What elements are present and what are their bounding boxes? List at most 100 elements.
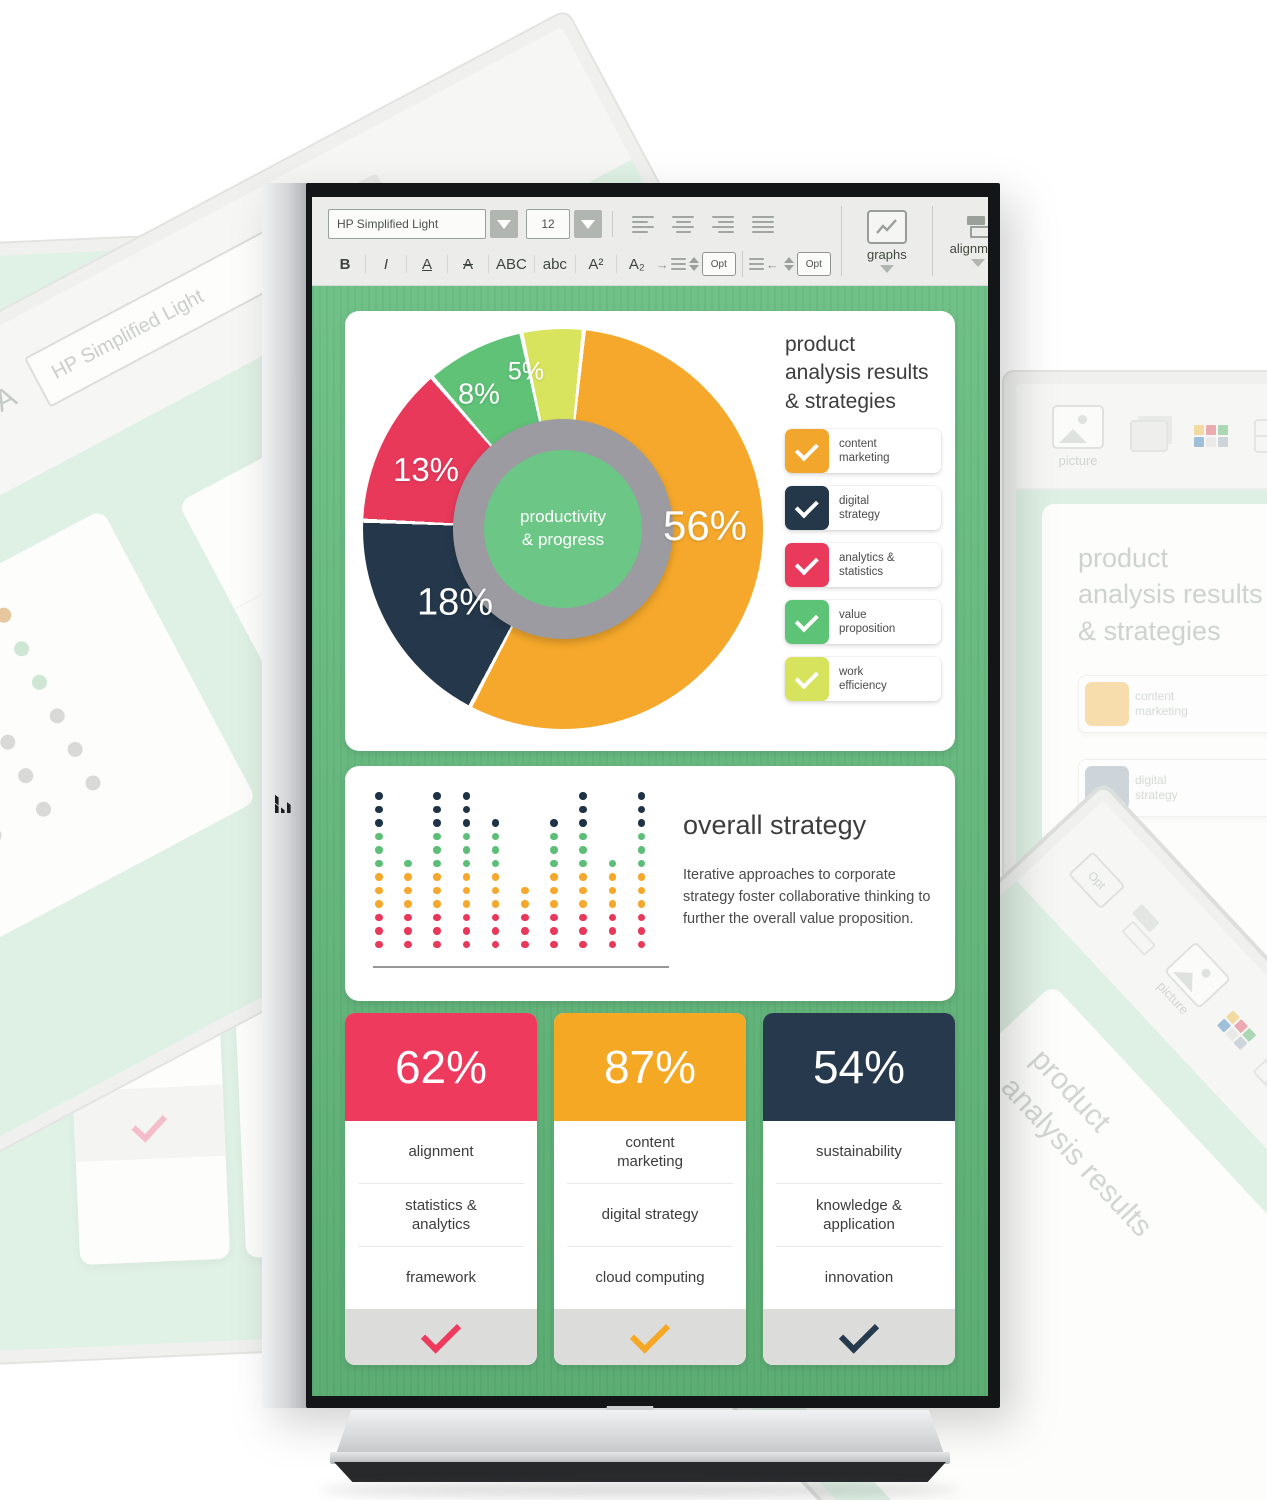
stat-percentage: 87% (554, 1013, 746, 1121)
chart-legend: product analysis results & strategies co… (785, 331, 941, 702)
strategy-body: Iterative approaches to corporate strate… (683, 867, 931, 927)
legend-check-swatch (785, 429, 829, 474)
indent-opt-box[interactable]: Opt (701, 252, 736, 276)
font-size-select[interactable]: 12 (526, 209, 570, 239)
check-icon (794, 664, 819, 689)
stat-card: 87% content marketing digital strategy c… (554, 1013, 746, 1365)
graphs-menu-button[interactable]: graphs (852, 197, 922, 285)
dot-matrix-chart (375, 792, 675, 952)
slice-label: 8% (458, 378, 500, 411)
align-justify-button[interactable] (743, 209, 783, 239)
stat-footer (345, 1309, 537, 1365)
monitor-stand-base (336, 1410, 944, 1454)
slice-label: 56% (662, 502, 748, 549)
grid-icon (1254, 419, 1267, 453)
underline-button[interactable]: A (421, 255, 432, 273)
pie-card-title: product analysis results & strategies (785, 333, 929, 413)
legend-check-swatch (785, 600, 829, 645)
stat-footer (763, 1309, 955, 1365)
outdent-opt-box[interactable]: Opt (796, 252, 831, 276)
check-icon (794, 436, 819, 461)
grid-icon (1252, 1048, 1267, 1097)
outdent-stepper[interactable] (783, 257, 794, 271)
legend-item: content marketing (785, 429, 941, 474)
align-right-button[interactable] (703, 209, 743, 239)
pie-chart-card: productivity & progress 56% 18% 13% 8% 5… (345, 311, 955, 751)
check-icon (794, 493, 819, 518)
legend-item: value proposition (785, 600, 941, 645)
bold-button[interactable]: B (339, 255, 351, 273)
slice-label: 13% (392, 451, 460, 488)
strategy-title: overall strategy (683, 810, 867, 840)
subscript-button[interactable]: A₂ (628, 255, 645, 273)
chevron-down-icon (879, 264, 894, 273)
stat-card: 54% sustainability knowledge & applicati… (763, 1013, 955, 1365)
legend-label: digital strategy (839, 494, 880, 522)
slice-label: 5% (507, 357, 545, 386)
legend-label: analytics & statistics (839, 551, 895, 579)
ghost-toolbar: Opt picture (1015, 800, 1267, 1500)
check-icon (794, 607, 819, 632)
legend-item: work efficiency (785, 657, 941, 702)
picture-icon (1164, 940, 1232, 1009)
slice-label: 18% (416, 581, 494, 624)
legend-item: analytics & statistics (785, 543, 941, 588)
monitor-stand-base-edge (330, 1452, 950, 1464)
check-icon (838, 1312, 880, 1354)
hp-logo (275, 794, 291, 813)
legend-label: value proposition (839, 608, 896, 636)
legend-check-swatch (785, 657, 829, 702)
ghost-monitor-landscape-right: picture product analysis results & strat… (1002, 370, 1267, 1236)
indent-stepper[interactable] (688, 257, 699, 271)
strategy-card: overall strategy Iterative approaches to… (345, 766, 955, 1001)
ghost-picture-button: picture (1052, 404, 1104, 468)
font-family-dropdown-button[interactable] (490, 210, 518, 238)
font-size-dropdown-button[interactable] (574, 210, 602, 238)
stat-footer (554, 1309, 746, 1365)
strikethrough-button[interactable]: A (462, 255, 473, 273)
ghost-legend-item: content marketing (1078, 675, 1267, 734)
document-canvas: productivity & progress 56% 18% 13% 8% 5… (312, 286, 988, 1396)
picture-icon (1052, 404, 1104, 449)
graphs-icon (866, 209, 907, 244)
ghost-stat-card: 62% alignment statistics & analytics fra… (55, 699, 231, 1266)
monitor: HP Simplified Light 12 (262, 183, 1000, 1408)
font-family-select[interactable]: HP Simplified Light (328, 209, 486, 239)
legend-check-swatch (785, 486, 829, 531)
ghost-legend-item: digital strategy (1078, 759, 1267, 818)
alignment-shapes-icon (1117, 903, 1169, 957)
italic-button[interactable]: I (383, 255, 389, 273)
stat-percentage: 54% (763, 1013, 955, 1121)
align-left-button[interactable] (623, 209, 663, 239)
legend-check-swatch (785, 543, 829, 588)
lowercase-button[interactable]: abc (542, 255, 567, 273)
stand-reflection (320, 1484, 960, 1496)
indent-lines-icon (670, 258, 686, 270)
donut-chart: productivity & progress 56% 18% 13% 8% 5… (363, 329, 763, 729)
ghost-toolbar: picture (1016, 384, 1267, 490)
indent-arrow-icon: → (655, 256, 669, 272)
monitor-side-bezel (262, 183, 308, 1408)
palette-icon (1216, 1010, 1257, 1051)
legend-label: content marketing (839, 437, 890, 465)
align-center-button[interactable] (663, 209, 703, 239)
alignment-menu-button[interactable]: alignment (943, 197, 988, 285)
ghost-dot-chart-card (0, 509, 257, 1045)
ghost-check-icon (131, 1105, 168, 1143)
legend-label: work efficiency (839, 665, 887, 693)
stat-cards-row: 62% alignment statistics & analytics fra… (345, 1013, 955, 1365)
palette-icon (1194, 425, 1228, 447)
check-icon (629, 1312, 671, 1354)
alignment-shapes-icon (965, 215, 988, 238)
screen: HP Simplified Light 12 (312, 197, 988, 1396)
chart-axis-line (373, 966, 669, 968)
copy-shapes-icon (1130, 420, 1168, 452)
ghost-title: product analysis results (994, 1042, 1159, 1243)
legend-item: digital strategy (785, 486, 941, 531)
app-toolbar: HP Simplified Light 12 (312, 197, 988, 286)
uppercase-button[interactable]: ABC (496, 255, 527, 273)
ghost-content-card: product analysis results & strategies co… (1042, 504, 1267, 1196)
monitor-stand-base-bottom (334, 1462, 946, 1482)
superscript-button[interactable]: A² (588, 255, 604, 273)
